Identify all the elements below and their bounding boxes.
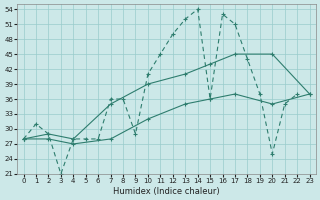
X-axis label: Humidex (Indice chaleur): Humidex (Indice chaleur) <box>113 187 220 196</box>
